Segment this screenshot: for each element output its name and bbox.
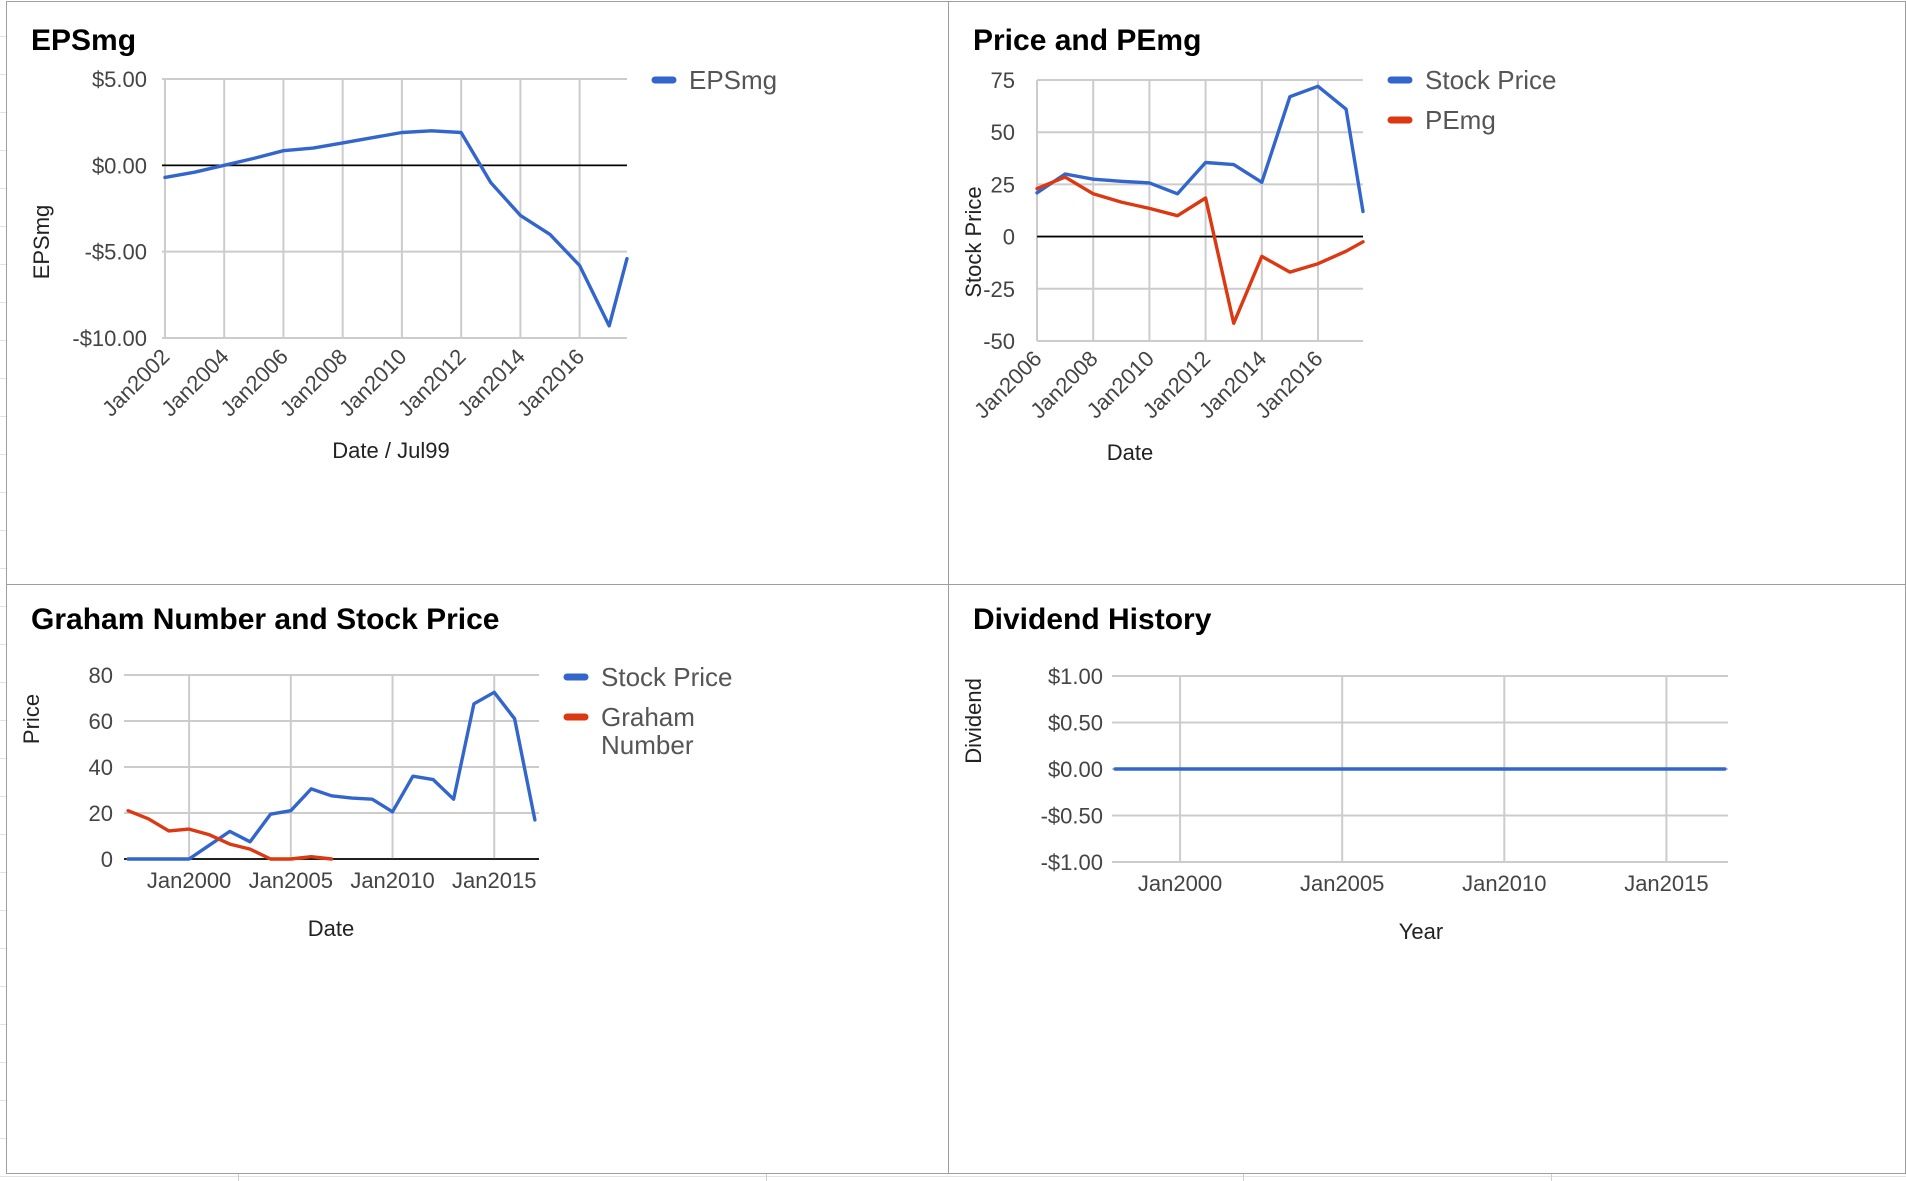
chart-epsmg-svg: EPSmg$5.00$0.00-$5.00-$10.00Jan2002Jan20…	[29, 24, 777, 463]
chart-graham-number[interactable]: Graham Number and Stock Price 80 60 40 20 0 Ja…	[6, 584, 950, 1174]
legend-label: Graham Number	[601, 702, 695, 760]
y-tick-label: 50	[991, 120, 1015, 145]
x-tick-label: Jan2015	[452, 868, 536, 893]
y-tick-label: 80	[89, 663, 113, 688]
chart-4-group: Dividend History $1.00 $0.50 $0.00 -$0.50 -$1…	[961, 603, 1728, 944]
x-tick-label: Jan2010	[350, 868, 434, 893]
y-axis-title: EPSmg	[29, 205, 54, 280]
y-tick-label: $0.50	[1048, 711, 1103, 736]
y-tick-label: 60	[89, 709, 113, 734]
sheet-col-line	[1551, 1170, 1552, 1181]
legend-label: Stock Price	[1425, 65, 1557, 95]
x-tick-label: Jan2000	[1138, 871, 1222, 896]
series-line-stock-price	[1035, 84, 1365, 214]
y-tick-label: 0	[101, 847, 113, 872]
x-tick-label: Jan2015	[1624, 871, 1708, 896]
legend-label: Stock Price	[601, 662, 733, 692]
x-axis-title: Date	[308, 916, 354, 941]
sheet-row-line	[0, 1176, 1906, 1177]
sheet-col-line	[1243, 1170, 1244, 1181]
series-line-epsmg	[163, 129, 629, 328]
y-tick-label: 0	[1003, 225, 1015, 250]
series-line-pemg	[1035, 175, 1365, 325]
y-tick-label: -$5.00	[85, 240, 147, 265]
y-axis-title: Stock Price	[961, 186, 986, 297]
y-tick-label: 20	[89, 801, 113, 826]
x-tick-label: Jan2005	[249, 868, 333, 893]
chart-title: Graham Number and Stock Price	[31, 603, 500, 636]
x-tick-label: Jan2000	[147, 868, 231, 893]
series-line-stock-price	[126, 690, 537, 861]
sheet-col-line	[766, 1170, 767, 1181]
chart-epsmg[interactable]: EPSmg $5.00 $0.00 -$5.00 -$10.00 Jan2002 Jan20…	[6, 1, 950, 585]
sheet-col-line	[238, 1170, 239, 1181]
x-axis-title: Date	[1107, 440, 1153, 465]
chart-price-and-pemg[interactable]: Price and PEmg 75 50 25 0 -25 -50 Jan2006 Jan200…	[948, 1, 1906, 585]
chart-dividend-history[interactable]: Dividend History $1.00 $0.50 $0.00 -$0.50 -$1…	[948, 584, 1906, 1174]
y-tick-label: 25	[991, 172, 1015, 197]
series-line-graham-number	[126, 808, 334, 861]
y-tick-label: -25	[983, 277, 1015, 302]
y-tick-label: $5.00	[92, 67, 147, 92]
y-tick-label: -$0.50	[1041, 804, 1103, 829]
y-tick-label: 75	[991, 68, 1015, 93]
legend-label: EPSmg	[689, 65, 777, 95]
x-tick-label: Jan2010	[1462, 871, 1546, 896]
y-tick-label: -50	[983, 329, 1015, 354]
y-axis-title: Dividend	[961, 678, 986, 764]
legend-label: PEmg	[1425, 105, 1496, 135]
y-tick-label: $0.00	[1048, 757, 1103, 782]
y-tick-label: -$10.00	[72, 326, 147, 351]
y-axis-title: Price	[19, 694, 44, 744]
chart-graham-number-svg: Graham Number and Stock Price 80 60 40 20 0 Ja…	[19, 603, 733, 941]
x-axis-title: Year	[1399, 919, 1443, 944]
x-tick-label: Jan2005	[1300, 871, 1384, 896]
chart-title: Dividend History	[973, 603, 1212, 636]
chart-title: EPSmg	[31, 24, 136, 57]
y-tick-label: $1.00	[1048, 664, 1103, 689]
chart-dividend-history-svg: Dividend History $1.00 $0.50 $0.00 -$0.50 -$1…	[961, 603, 1728, 944]
y-tick-label: -$1.00	[1041, 850, 1103, 875]
chart-3-group: Graham Number and Stock Price 80 60 40 20 0 Ja…	[19, 603, 733, 941]
chart-price-and-pemg-svg: Price and PEmg7550250-25-50Jan2006Jan200…	[961, 24, 1557, 465]
y-tick-label: $0.00	[92, 153, 147, 178]
chart-2-group: Price and PEmg7550250-25-50Jan2006Jan200…	[961, 24, 1557, 465]
chart-title: Price and PEmg	[973, 24, 1201, 57]
x-axis-title: Date / Jul99	[332, 438, 449, 463]
chart-1-group: EPSmg$5.00$0.00-$5.00-$10.00Jan2002Jan20…	[29, 24, 777, 463]
y-tick-label: 40	[89, 755, 113, 780]
